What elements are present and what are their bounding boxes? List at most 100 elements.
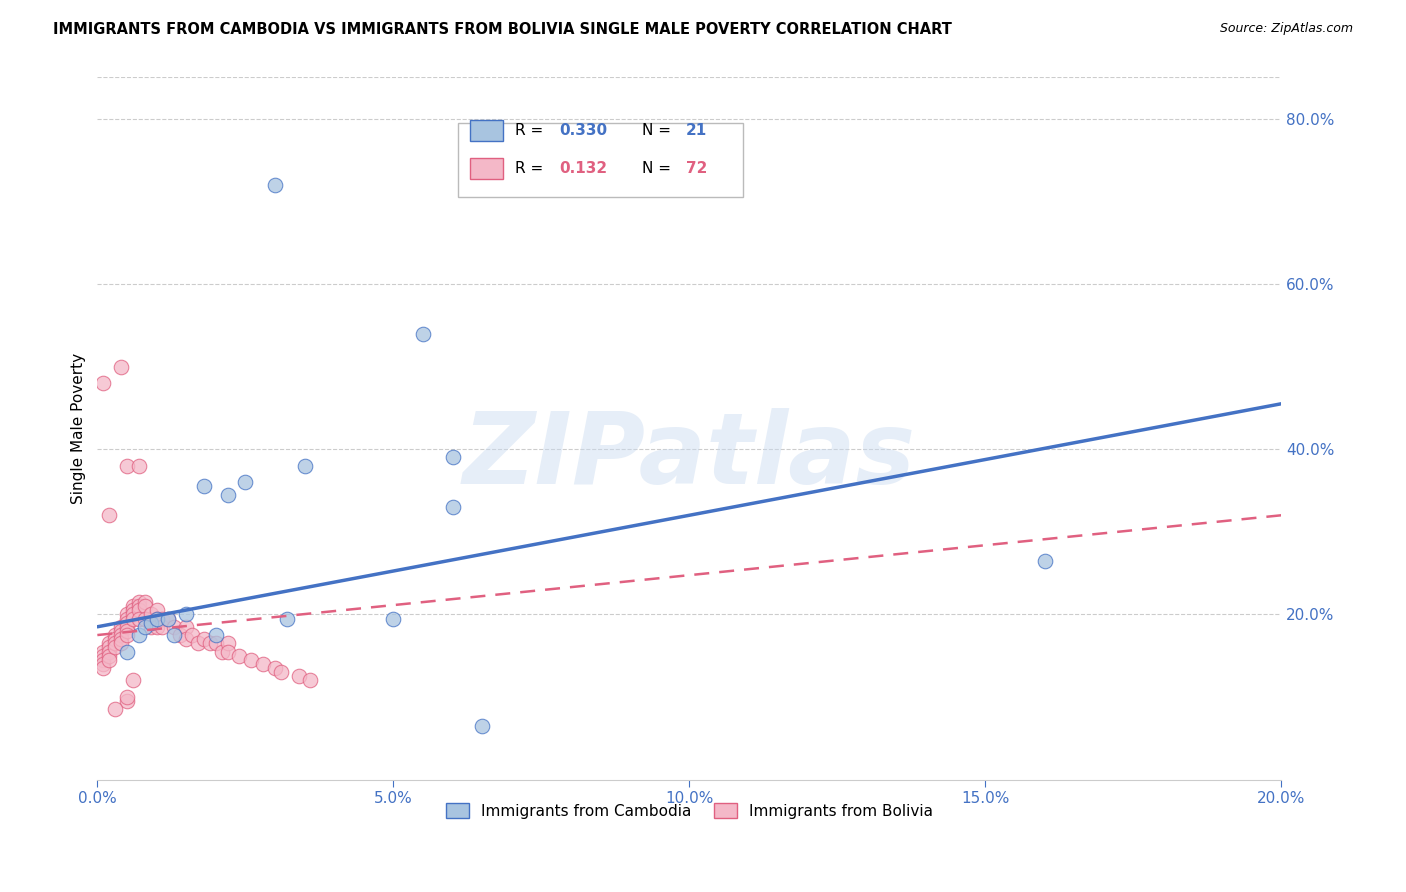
Point — [193, 632, 215, 647]
Text: Source: ZipAtlas.com: Source: ZipAtlas.com — [1219, 22, 1353, 36]
Point — [264, 178, 287, 192]
Point — [115, 611, 138, 625]
Point — [115, 694, 138, 708]
Point — [441, 450, 464, 465]
Point — [204, 628, 226, 642]
Text: N =: N = — [643, 122, 671, 137]
Point — [122, 607, 145, 622]
Point — [145, 603, 167, 617]
Point — [104, 702, 127, 716]
Point — [287, 669, 309, 683]
Point — [98, 640, 121, 655]
Point — [104, 628, 127, 642]
Text: R =: R = — [516, 122, 544, 137]
FancyBboxPatch shape — [458, 123, 742, 197]
Point — [122, 603, 145, 617]
Point — [134, 611, 156, 625]
Text: IMMIGRANTS FROM CAMBODIA VS IMMIGRANTS FROM BOLIVIA SINGLE MALE POVERTY CORRELAT: IMMIGRANTS FROM CAMBODIA VS IMMIGRANTS F… — [53, 22, 952, 37]
Point — [104, 636, 127, 650]
Point — [174, 607, 197, 622]
Point — [122, 673, 145, 688]
Bar — [471, 158, 503, 179]
Point — [294, 458, 316, 473]
Point — [204, 636, 226, 650]
Point — [157, 611, 180, 625]
Point — [217, 487, 239, 501]
Point — [98, 636, 121, 650]
Point — [157, 611, 180, 625]
Point — [91, 648, 114, 663]
Point — [110, 628, 132, 642]
Point — [198, 636, 221, 650]
Point — [128, 595, 150, 609]
Point — [110, 632, 132, 647]
Text: 21: 21 — [686, 122, 707, 137]
Point — [91, 644, 114, 658]
Point — [145, 611, 167, 625]
Point — [115, 615, 138, 630]
Text: R =: R = — [516, 161, 544, 177]
Legend: Immigrants from Cambodia, Immigrants from Bolivia: Immigrants from Cambodia, Immigrants fro… — [440, 797, 939, 824]
Text: N =: N = — [643, 161, 671, 177]
Point — [104, 632, 127, 647]
Point — [110, 636, 132, 650]
Point — [139, 615, 162, 630]
Point — [252, 657, 274, 671]
Point — [91, 661, 114, 675]
Point — [110, 620, 132, 634]
Point — [139, 607, 162, 622]
Point — [115, 628, 138, 642]
Point — [115, 620, 138, 634]
Text: ZIPatlas: ZIPatlas — [463, 409, 915, 505]
Point — [98, 644, 121, 658]
Point — [299, 673, 322, 688]
Point — [181, 628, 204, 642]
Point — [240, 653, 263, 667]
Point — [152, 620, 174, 634]
Point — [139, 620, 162, 634]
Point — [145, 620, 167, 634]
Text: 0.330: 0.330 — [560, 122, 607, 137]
Point — [134, 599, 156, 614]
Point — [110, 624, 132, 638]
Point — [1033, 554, 1056, 568]
Point — [115, 607, 138, 622]
Point — [134, 595, 156, 609]
Point — [412, 326, 434, 341]
Point — [98, 508, 121, 523]
Point — [91, 376, 114, 390]
Point — [98, 648, 121, 663]
Point — [187, 636, 209, 650]
Point — [276, 611, 298, 625]
Y-axis label: Single Male Poverty: Single Male Poverty — [72, 353, 86, 504]
Bar — [471, 120, 503, 141]
Point — [128, 628, 150, 642]
Point — [152, 611, 174, 625]
Point — [91, 653, 114, 667]
Point — [122, 599, 145, 614]
Point — [110, 359, 132, 374]
Point — [115, 624, 138, 638]
Point — [104, 640, 127, 655]
Point — [211, 644, 233, 658]
Point — [128, 611, 150, 625]
Point — [217, 644, 239, 658]
Point — [228, 648, 250, 663]
Text: 72: 72 — [686, 161, 707, 177]
Point — [128, 458, 150, 473]
Point — [115, 644, 138, 658]
Point — [174, 632, 197, 647]
Point — [115, 690, 138, 704]
Point — [169, 628, 191, 642]
Point — [128, 603, 150, 617]
Point — [91, 657, 114, 671]
Text: 0.132: 0.132 — [560, 161, 607, 177]
Point — [471, 719, 494, 733]
Point — [134, 620, 156, 634]
Point — [217, 636, 239, 650]
Point — [122, 611, 145, 625]
Point — [264, 661, 287, 675]
Point — [163, 628, 186, 642]
Point — [235, 475, 257, 490]
Point — [163, 620, 186, 634]
